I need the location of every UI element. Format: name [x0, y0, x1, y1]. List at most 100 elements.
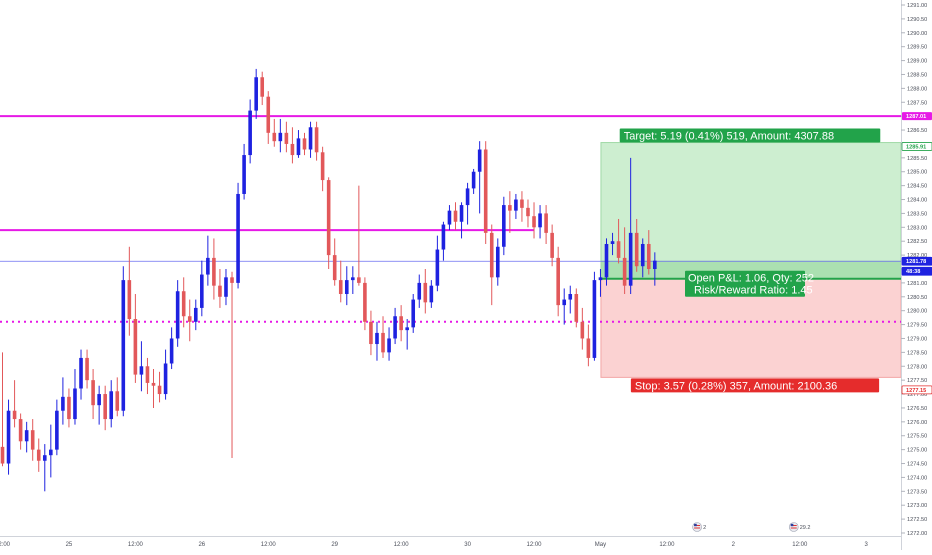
candle [423, 269, 428, 314]
price-tag[interactable]: 1277.15 [901, 385, 932, 395]
price-tick-label: 1282.00 [907, 253, 927, 259]
candle [6, 399, 11, 475]
candle [67, 388, 71, 428]
price-tick-label: 1288.50 [907, 72, 927, 78]
time-axis[interactable]: 12:00 25 12:00 26 12:00 29 12:00 30 12:00 May 12:0… [0, 536, 901, 549]
pnl-label-box [685, 270, 805, 297]
candle-body [628, 232, 633, 286]
candle [0, 352, 5, 467]
position-labels: Target: 5.19 (0.41%) 519, Amount: 4307.8… [619, 128, 881, 393]
time-tick-label: 12:00 [261, 542, 277, 548]
price-tag-box [901, 142, 932, 151]
candle-body [121, 280, 126, 411]
candle-body [332, 255, 337, 281]
candle [502, 196, 506, 256]
candle-body [151, 382, 156, 386]
candle [562, 288, 567, 325]
candle-body [393, 316, 397, 339]
price-tick-label: 1276.00 [907, 420, 927, 426]
candle [592, 271, 597, 361]
price-tick-label: 1282.50 [907, 239, 927, 245]
price-tick-label: 1290.00 [907, 31, 927, 37]
candle [169, 327, 174, 370]
candle [393, 307, 397, 345]
candle [55, 399, 59, 456]
price-tag[interactable]: 48:38 [901, 266, 932, 276]
time-tick-label: May [595, 542, 606, 548]
target-label-text: Target: 5.19 (0.41%) 519, Amount: 4307.8… [624, 131, 834, 143]
price-tick-label: 1281.00 [907, 281, 927, 287]
price-tick-label: 1274.00 [907, 475, 927, 481]
event-flag-icon[interactable]: 29.2 [788, 522, 811, 532]
price-tag[interactable]: 1285.91 [901, 142, 932, 151]
candle-body [236, 193, 240, 283]
position-zones [600, 142, 902, 378]
line-price-tag[interactable]: 1287.01 [902, 112, 932, 121]
stop-label: Stop: 3.57 (0.28%) 357, Amount: 2100.36 [630, 378, 880, 393]
time-tick-label: 12:00 [527, 542, 543, 548]
price-tick-label: 1277.50 [907, 378, 927, 384]
candle [526, 199, 530, 228]
candle-body [604, 243, 609, 278]
candle [30, 419, 35, 461]
candle-body [12, 410, 17, 420]
candle [375, 321, 379, 361]
price-tick-label: 1285.50 [907, 156, 927, 162]
candle-body [550, 232, 554, 258]
price-tick-label: 1285.00 [907, 170, 927, 176]
candle [357, 185, 361, 286]
candle-body [18, 419, 23, 442]
candle-body [193, 307, 198, 322]
candle-body [67, 396, 71, 420]
candle-body [502, 205, 506, 247]
candle [151, 369, 156, 408]
candle [634, 218, 639, 272]
candle-body [610, 241, 615, 244]
candle-body [55, 410, 59, 450]
candle-body [290, 143, 295, 156]
candle [514, 193, 518, 219]
candle [387, 327, 391, 361]
candle-body [91, 380, 95, 406]
price-tick-label: 1291.00 [907, 3, 927, 9]
candle [127, 246, 132, 336]
price-tick-label: 1284.00 [907, 198, 927, 204]
candle-body [580, 321, 585, 339]
event-flag-stripe [790, 525, 797, 526]
price-tick-label: 1277.00 [907, 392, 927, 398]
candle-body [320, 152, 325, 181]
candle-body [157, 385, 162, 395]
candle [187, 299, 192, 342]
price-tick-label: 1278.50 [907, 350, 927, 356]
candle-body [200, 274, 204, 308]
event-markers[interactable]: 2 29.2 [692, 522, 811, 532]
candle [212, 238, 216, 300]
event-flag-count: 29.2 [800, 525, 811, 531]
candle [441, 221, 446, 261]
price-axis[interactable]: 1291.00 1290.50 1290.00 1289.50 1289.00 1288.… [901, 0, 932, 550]
candle-body [471, 171, 476, 189]
target-label: Target: 5.19 (0.41%) 519, Amount: 4307.8… [619, 128, 881, 143]
candle-body [423, 282, 428, 303]
line-price-tag-box [902, 112, 932, 121]
candle [477, 141, 482, 214]
candle [495, 238, 500, 286]
candle-body [73, 388, 77, 420]
time-tick-label: 12:00 [394, 542, 410, 548]
price-tick-label: 1272.00 [907, 531, 927, 537]
time-tick-label: 12:00 [659, 542, 675, 548]
candle-body [133, 319, 138, 375]
candle [399, 305, 403, 342]
candle [296, 130, 301, 158]
price-tag-label: 48:38 [906, 269, 920, 275]
candle-body [622, 257, 627, 286]
candle-body [405, 327, 409, 331]
candle [49, 424, 53, 478]
candle-body [338, 280, 343, 295]
price-tag[interactable]: 1281.78 [901, 256, 932, 266]
event-flag-icon[interactable]: 2 [692, 522, 707, 532]
candle-body [30, 430, 35, 450]
time-tick-label: 29 [331, 542, 338, 548]
